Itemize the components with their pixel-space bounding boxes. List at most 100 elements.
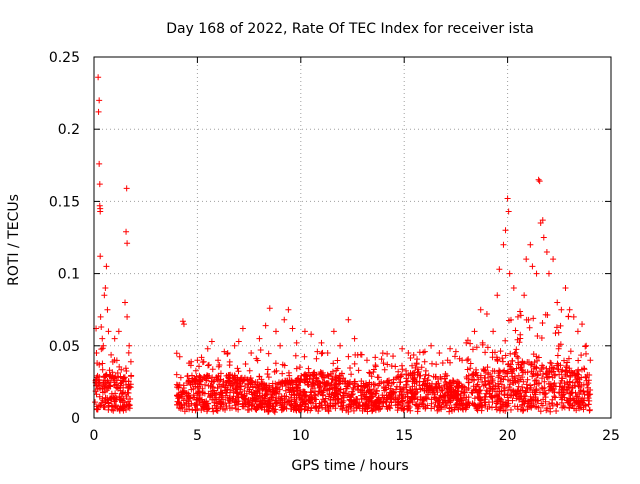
data-point — [183, 400, 190, 407]
data-point — [210, 396, 217, 403]
data-point — [554, 299, 561, 306]
data-point — [578, 352, 585, 359]
data-point — [505, 361, 512, 368]
data-point — [396, 379, 403, 386]
data-point — [474, 405, 481, 412]
data-point — [505, 400, 512, 407]
data-point — [248, 350, 255, 357]
data-point — [92, 399, 99, 406]
data-point — [307, 388, 314, 395]
data-point — [244, 384, 251, 391]
data-point — [415, 366, 422, 373]
data-point — [506, 270, 513, 277]
data-point — [575, 357, 582, 364]
data-point — [211, 390, 218, 397]
data-point — [424, 377, 431, 384]
data-point — [502, 337, 509, 344]
data-point — [552, 330, 559, 337]
data-point — [416, 372, 423, 379]
data-point — [491, 349, 498, 356]
data-point — [517, 387, 524, 394]
data-point — [481, 368, 488, 375]
data-point — [435, 380, 442, 387]
data-point — [198, 354, 205, 361]
data-point — [330, 360, 337, 367]
data-point — [208, 338, 215, 345]
data-point — [239, 325, 246, 332]
data-point — [530, 315, 537, 322]
data-point — [199, 396, 206, 403]
data-point — [365, 402, 372, 409]
data-point — [179, 318, 186, 325]
data-point — [311, 369, 318, 376]
data-point — [409, 362, 416, 369]
data-point — [507, 316, 514, 323]
data-point — [233, 390, 240, 397]
data-point — [192, 367, 199, 374]
data-point — [110, 394, 117, 401]
data-point — [582, 350, 589, 357]
data-point — [456, 355, 463, 362]
data-point — [251, 389, 258, 396]
data-point — [372, 363, 379, 370]
chart-title: Day 168 of 2022, Rate Of TEC Index for r… — [166, 21, 534, 37]
data-point — [316, 379, 323, 386]
data-point — [573, 407, 580, 414]
data-point — [333, 376, 340, 383]
data-point — [542, 394, 549, 401]
data-point — [374, 374, 381, 381]
data-point — [102, 394, 109, 401]
data-point — [413, 361, 420, 368]
data-point — [115, 328, 122, 335]
data-point — [209, 374, 216, 381]
data-point — [410, 352, 417, 359]
data-point — [175, 383, 182, 390]
data-point — [439, 360, 446, 367]
data-point — [126, 402, 133, 409]
data-point — [261, 406, 268, 413]
data-point — [534, 333, 541, 340]
data-point — [193, 397, 200, 404]
data-point — [246, 406, 253, 413]
data-point — [279, 370, 286, 377]
data-point — [347, 397, 354, 404]
y-tick-label: 0.05 — [49, 339, 80, 355]
data-point — [527, 382, 534, 389]
data-point — [490, 328, 497, 335]
data-point — [496, 266, 503, 273]
data-point — [225, 382, 232, 389]
data-point — [342, 390, 349, 397]
data-point — [378, 378, 385, 385]
data-point — [329, 368, 336, 375]
data-point — [287, 394, 294, 401]
data-point — [578, 404, 585, 411]
data-point — [119, 403, 126, 410]
data-point — [551, 380, 558, 387]
data-point — [537, 368, 544, 375]
data-point — [366, 387, 373, 394]
data-point — [217, 403, 224, 410]
data-point — [231, 399, 238, 406]
data-point — [261, 401, 268, 408]
data-point — [231, 342, 238, 349]
data-point — [554, 401, 561, 408]
data-point — [320, 396, 327, 403]
points-layer — [92, 74, 594, 416]
data-point — [522, 388, 529, 395]
data-point — [256, 335, 263, 342]
data-point — [187, 379, 194, 386]
data-point — [586, 397, 593, 404]
data-point — [370, 381, 377, 388]
data-point — [539, 319, 546, 326]
data-point — [407, 387, 414, 394]
data-point — [242, 399, 249, 406]
data-point — [285, 398, 292, 405]
data-point — [96, 97, 103, 104]
data-point — [493, 406, 500, 413]
data-point — [524, 404, 531, 411]
data-point — [426, 387, 433, 394]
data-point — [491, 368, 498, 375]
data-point — [525, 316, 532, 323]
data-point — [426, 384, 433, 391]
data-point — [434, 407, 441, 414]
